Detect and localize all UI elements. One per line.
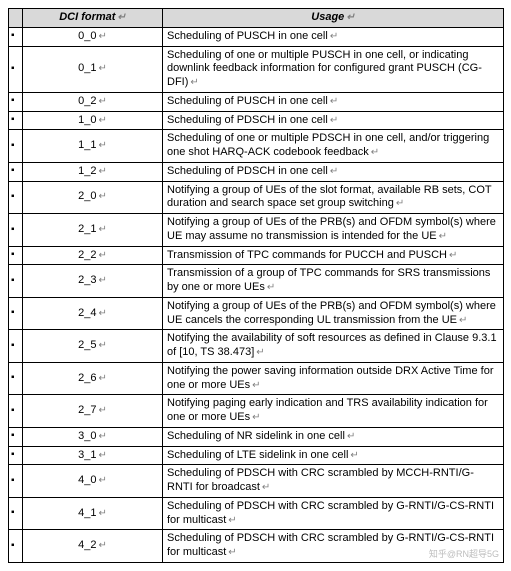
usage-cell: Notifying a group of UEs of the PRB(s) a…	[163, 214, 504, 247]
usage-cell: Scheduling of PDSCH with CRC scrambled b…	[163, 465, 504, 498]
dci-format-cell: 2_4↵	[23, 297, 163, 330]
row-bullet: ▪	[9, 330, 23, 363]
dci-format-cell: 3_1↵	[23, 446, 163, 465]
dci-format-cell: 4_0↵	[23, 465, 163, 498]
row-bullet: ▪	[9, 265, 23, 298]
table-row: ▪1_0↵Scheduling of PDSCH in one cell↵	[9, 111, 504, 130]
header-dci-format: DCI format↵	[23, 9, 163, 28]
dci-format-cell: 2_3↵	[23, 265, 163, 298]
row-bullet: ▪	[9, 530, 23, 563]
table-row: ▪2_2↵Transmission of TPC commands for PU…	[9, 246, 504, 265]
table-row: ▪2_5↵Notifying the availability of soft …	[9, 330, 504, 363]
table-row: ▪3_1↵Scheduling of LTE sidelink in one c…	[9, 446, 504, 465]
row-bullet: ▪	[9, 465, 23, 498]
table-row: ▪2_6↵Notifying the power saving informat…	[9, 362, 504, 395]
row-bullet: ▪	[9, 497, 23, 530]
dci-format-cell: 4_2↵	[23, 530, 163, 563]
usage-cell: Scheduling of one or multiple PDSCH in o…	[163, 130, 504, 163]
usage-cell: Scheduling of one or multiple PUSCH in o…	[163, 46, 504, 92]
row-bullet: ▪	[9, 46, 23, 92]
header-bullet	[9, 9, 23, 28]
table-row: ▪3_0↵Scheduling of NR sidelink in one ce…	[9, 427, 504, 446]
usage-cell: Scheduling of NR sidelink in one cell↵	[163, 427, 504, 446]
table-row: ▪0_1↵Scheduling of one or multiple PUSCH…	[9, 46, 504, 92]
row-bullet: ▪	[9, 246, 23, 265]
table-row: ▪2_3↵Transmission of a group of TPC comm…	[9, 265, 504, 298]
row-bullet: ▪	[9, 27, 23, 46]
row-bullet: ▪	[9, 214, 23, 247]
usage-cell: Notifying paging early indication and TR…	[163, 395, 504, 428]
dci-format-cell: 2_7↵	[23, 395, 163, 428]
dci-format-cell: 1_2↵	[23, 162, 163, 181]
table-row: ▪2_0↵Notifying a group of UEs of the slo…	[9, 181, 504, 214]
table-row: ▪2_7↵Notifying paging early indication a…	[9, 395, 504, 428]
usage-cell: Scheduling of PDSCH in one cell↵	[163, 162, 504, 181]
row-bullet: ▪	[9, 427, 23, 446]
table-header-row: DCI format↵ Usage↵	[9, 9, 504, 28]
usage-cell: Notifying a group of UEs of the slot for…	[163, 181, 504, 214]
dci-format-cell: 3_0↵	[23, 427, 163, 446]
dci-format-cell: 2_2↵	[23, 246, 163, 265]
usage-cell: Notifying the power saving information o…	[163, 362, 504, 395]
watermark-text: 知乎@RN超导5G	[429, 549, 499, 560]
usage-cell: Scheduling of LTE sidelink in one cell↵	[163, 446, 504, 465]
table-row: ▪0_2↵Scheduling of PUSCH in one cell↵	[9, 92, 504, 111]
dci-format-cell: 0_0↵	[23, 27, 163, 46]
table-row: ▪2_4↵Notifying a group of UEs of the PRB…	[9, 297, 504, 330]
row-bullet: ▪	[9, 362, 23, 395]
usage-cell: Scheduling of PUSCH in one cell↵	[163, 92, 504, 111]
dci-format-cell: 4_1↵	[23, 497, 163, 530]
table-row: ▪4_1↵Scheduling of PDSCH with CRC scramb…	[9, 497, 504, 530]
dci-format-cell: 0_1↵	[23, 46, 163, 92]
usage-cell: Scheduling of PDSCH in one cell↵	[163, 111, 504, 130]
row-bullet: ▪	[9, 92, 23, 111]
dci-format-cell: 2_6↵	[23, 362, 163, 395]
usage-cell: Scheduling of PDSCH with CRC scrambled b…	[163, 497, 504, 530]
usage-cell: Scheduling of PDSCH with CRC scrambled b…	[163, 530, 504, 563]
table-row: ▪1_2↵Scheduling of PDSCH in one cell↵	[9, 162, 504, 181]
row-bullet: ▪	[9, 181, 23, 214]
dci-format-cell: 2_5↵	[23, 330, 163, 363]
row-bullet: ▪	[9, 111, 23, 130]
row-bullet: ▪	[9, 446, 23, 465]
usage-cell: Transmission of a group of TPC commands …	[163, 265, 504, 298]
row-bullet: ▪	[9, 395, 23, 428]
table-row: ▪2_1↵Notifying a group of UEs of the PRB…	[9, 214, 504, 247]
dci-format-cell: 0_2↵	[23, 92, 163, 111]
dci-format-cell: 2_0↵	[23, 181, 163, 214]
dci-format-cell: 2_1↵	[23, 214, 163, 247]
table-row: ▪4_2↵Scheduling of PDSCH with CRC scramb…	[9, 530, 504, 563]
usage-cell: Scheduling of PUSCH in one cell↵	[163, 27, 504, 46]
row-bullet: ▪	[9, 162, 23, 181]
header-usage: Usage↵	[163, 9, 504, 28]
row-bullet: ▪	[9, 130, 23, 163]
row-bullet: ▪	[9, 297, 23, 330]
dci-format-cell: 1_1↵	[23, 130, 163, 163]
usage-cell: Notifying a group of UEs of the PRB(s) a…	[163, 297, 504, 330]
table-row: ▪0_0↵Scheduling of PUSCH in one cell↵	[9, 27, 504, 46]
usage-cell: Transmission of TPC commands for PUCCH a…	[163, 246, 504, 265]
dci-format-cell: 1_0↵	[23, 111, 163, 130]
dci-format-table: DCI format↵ Usage↵ ▪0_0↵Scheduling of PU…	[8, 8, 504, 563]
table-row: ▪1_1↵Scheduling of one or multiple PDSCH…	[9, 130, 504, 163]
table-row: ▪4_0↵Scheduling of PDSCH with CRC scramb…	[9, 465, 504, 498]
usage-cell: Notifying the availability of soft resou…	[163, 330, 504, 363]
